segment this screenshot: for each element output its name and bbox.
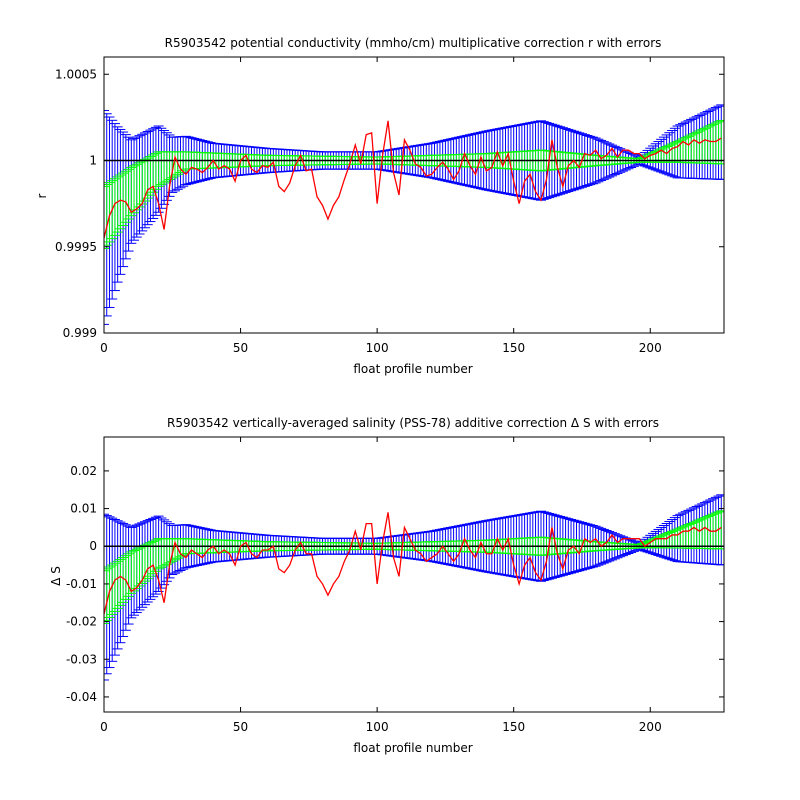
x-tick-label: 100 xyxy=(366,341,389,355)
x-tick-label: 100 xyxy=(366,720,389,734)
y-tick-label: 0 xyxy=(89,539,97,553)
chart-conductivity-correction: R5903542 potential conductivity (mmho/cm… xyxy=(35,36,725,376)
plot-contents xyxy=(104,494,724,681)
chart-title: R5903542 potential conductivity (mmho/cm… xyxy=(165,36,662,50)
y-tick-label: 0.9995 xyxy=(55,240,97,254)
series-line xyxy=(104,512,722,615)
x-tick-label: 50 xyxy=(233,720,248,734)
x-axis-label: float profile number xyxy=(353,741,472,755)
y-tick-label: 1 xyxy=(89,154,97,168)
x-tick-label: 0 xyxy=(100,720,108,734)
x-tick-label: 0 xyxy=(100,341,108,355)
plot-area: 0 50 100 150 200 0.999 0.9995 1 1.0005 xyxy=(55,56,725,355)
x-tick-label: 150 xyxy=(502,341,525,355)
series-line xyxy=(104,120,722,239)
y-tick-label: 0.999 xyxy=(63,326,97,340)
y-axis-label: r xyxy=(35,193,49,198)
x-axis-label: float profile number xyxy=(353,362,472,376)
y-axis-label: Δ S xyxy=(49,566,63,586)
y-tick-label: -0.04 xyxy=(66,690,97,704)
chart-title: R5903542 vertically-averaged salinity (P… xyxy=(167,416,659,430)
axes-box xyxy=(103,56,725,334)
y-tick-label: -0.01 xyxy=(66,577,97,591)
error-bars-inner xyxy=(104,119,724,249)
x-tick-label: 50 xyxy=(233,341,248,355)
y-tick-label: -0.03 xyxy=(66,652,97,666)
chart-salinity-correction: R5903542 vertically-averaged salinity (P… xyxy=(49,416,725,755)
y-tick-label: 0.02 xyxy=(70,464,97,478)
error-bars-outer xyxy=(104,494,724,681)
plot-area: 0 50 100 150 200 -0.04 -0.03 -0.02 -0.01 0 0.01 0.0… xyxy=(66,436,725,734)
error-bars-outer xyxy=(104,104,724,325)
x-tick-label: 200 xyxy=(639,720,662,734)
y-tick-label: -0.02 xyxy=(66,615,97,629)
y-tick-label: 0.01 xyxy=(70,502,97,516)
x-tick-label: 150 xyxy=(502,720,525,734)
x-tick-label: 200 xyxy=(639,341,662,355)
y-tick-label: 1.0005 xyxy=(55,67,97,81)
axes-box xyxy=(103,436,725,713)
plot-contents xyxy=(104,104,724,325)
